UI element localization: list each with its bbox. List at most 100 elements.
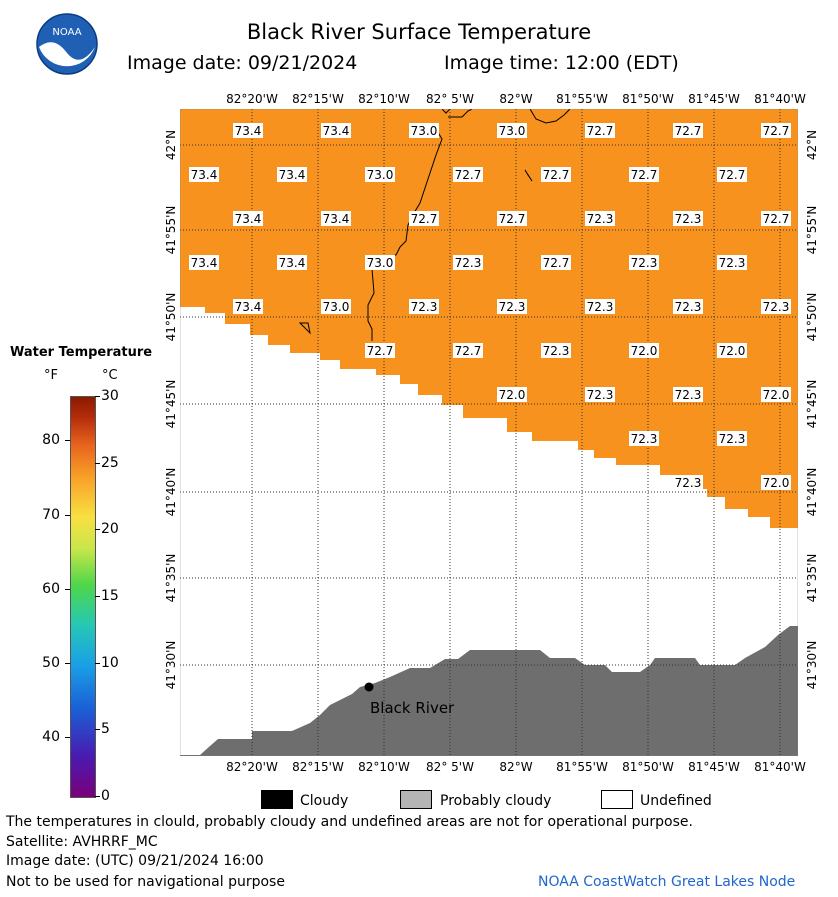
temp-value: 73.4 [279,256,306,270]
temp-label-box [629,431,659,446]
temp-value: 73.0 [411,124,438,138]
celsius-tick: 25 [101,454,119,471]
longitude-label: 81°55'W [556,760,608,774]
temp-label-box [189,255,219,270]
temp-label-box [761,387,791,402]
fahrenheit-tick: 80 [42,432,60,449]
temp-label-box [233,123,263,138]
temp-value: 73.0 [499,124,526,138]
fahrenheit-tick: 70 [42,506,60,523]
temp-label-box [717,255,747,270]
longitude-label: 82°15'W [292,92,344,106]
temp-value: 72.7 [455,344,482,358]
temp-label-box [761,211,791,226]
longitude-label: 82° 5'W [426,760,474,774]
black-river-marker [364,682,374,692]
temp-value: 72.3 [675,388,702,402]
temp-label-box [717,343,747,358]
temp-value: 72.0 [763,476,790,490]
temp-label-box [673,211,703,226]
image-date: Image date: 09/21/2024 [127,52,358,74]
unit-celsius: °C [102,368,118,383]
temp-value: 72.3 [675,300,702,314]
temp-label-box [673,475,703,490]
lat-lon-grid [180,109,798,756]
temp-label-box [541,343,571,358]
latitude-label: 41°50'N [805,292,819,342]
longitude-label: 82°20'W [226,92,278,106]
longitude-label: 82°10'W [358,92,410,106]
temp-value: 73.0 [323,300,350,314]
temp-value: 72.3 [719,432,746,446]
longitude-label: 81°40'W [754,92,806,106]
longitude-label: 81°50'W [622,92,674,106]
temp-label-box [717,167,747,182]
temp-value: 72.3 [719,256,746,270]
temp-value: 73.4 [191,168,218,182]
probably-cloudy-swatch [400,790,432,809]
temp-label-box [233,211,263,226]
temp-value: 72.3 [587,300,614,314]
temp-label-box [277,255,307,270]
ohio-shoreline-land [180,626,798,756]
temp-value: 73.4 [191,256,218,270]
temp-label-box [761,475,791,490]
temp-label-box [277,167,307,182]
latitude-label: 42°N [805,129,819,161]
temp-label-box [717,431,747,446]
temp-label-box [673,123,703,138]
satellite: Satellite: AVHRRF_MC [6,834,158,850]
image-time: Image time: 12:00 (EDT) [444,52,679,74]
temp-label-box [629,255,659,270]
longitude-label: 82°10'W [358,760,410,774]
fahrenheit-tick: 60 [42,580,60,597]
temp-label-box [365,167,395,182]
utc-date: Image date: (UTC) 09/21/2024 16:00 [6,853,264,869]
longitude-label: 81°45'W [688,92,740,106]
temp-value: 73.0 [367,256,394,270]
temp-label-box [409,123,439,138]
longitude-label: 81°40'W [754,760,806,774]
credit: NOAA CoastWatch Great Lakes Node [538,874,796,890]
shoreline-outline [298,108,571,341]
place-label: Black River [370,699,455,717]
temp-value: 72.7 [587,124,614,138]
fahrenheit-tick: 40 [42,728,60,745]
latitude-label: 41°40'N [805,467,819,517]
key-cloudy-label: Cloudy [300,793,349,809]
temp-label-box [365,343,395,358]
longitude-label: 82°W [499,92,533,106]
temp-label-box [321,211,351,226]
temp-value: 73.4 [235,300,262,314]
temp-value: 72.3 [543,344,570,358]
temp-value: 73.4 [235,124,262,138]
key-undefined-label: Undefined [640,793,712,809]
temp-label-box [497,387,527,402]
temp-value: 72.3 [587,388,614,402]
temp-label-box [189,167,219,182]
latitude-label: 41°55'N [805,205,819,255]
temp-value: 73.4 [323,212,350,226]
temp-value: 72.7 [411,212,438,226]
temp-value: 72.3 [675,476,702,490]
logo-text: NOAA [52,27,81,38]
nav-warning: Not to be used for navigational purpose [6,874,285,890]
longitude-label: 81°55'W [556,92,608,106]
temp-value: 72.0 [763,388,790,402]
temp-label-box [453,167,483,182]
key-probably-cloudy-label: Probably cloudy [440,793,552,809]
temperature-map: 73.4 73.4 73.0 73.0 72.7 72.7 72.7 73.4 73.4 73.0… [179,108,799,757]
longitude-label: 81°45'W [688,760,740,774]
noaa-logo: NOAA [36,13,98,75]
temperature-labels: 73.4 73.4 73.0 73.0 72.7 72.7 72.7 73.4 73.4 73.0… [189,123,791,490]
temp-value: 72.7 [543,168,570,182]
longitude-label: 82° 5'W [426,92,474,106]
temp-value: 72.7 [499,212,526,226]
temp-value: 72.7 [455,168,482,182]
temp-value: 72.3 [631,432,658,446]
temp-label-box [409,299,439,314]
temp-label-box [673,299,703,314]
temp-value: 72.3 [763,300,790,314]
longitude-label: 82°20'W [226,760,278,774]
temp-value: 72.3 [587,212,614,226]
